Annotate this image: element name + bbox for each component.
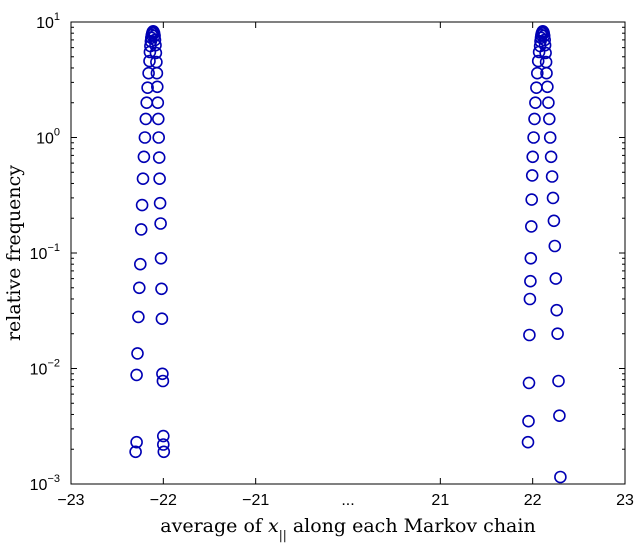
- data-point: [525, 193, 539, 206]
- data-point: [132, 310, 145, 324]
- data-point: [130, 368, 143, 382]
- data-point: [134, 257, 147, 271]
- x-tick-labels: −23 −22 −21... 21 22 23: [57, 492, 634, 509]
- y-tick-label: 10−2: [30, 358, 60, 379]
- x-tick-label: −22: [150, 492, 177, 509]
- data-point: [152, 112, 165, 126]
- data-point: [523, 292, 537, 306]
- data-point: [157, 445, 171, 459]
- data-point: [143, 54, 156, 68]
- data-point: [543, 131, 557, 144]
- data-point: [157, 429, 170, 443]
- x-tick-label: ...: [341, 492, 354, 509]
- data-point: [528, 112, 541, 126]
- data-point: [524, 220, 538, 233]
- data-point: [553, 409, 566, 423]
- data-point: [538, 38, 552, 52]
- data-point: [554, 470, 567, 484]
- data-point: [149, 38, 162, 52]
- data-point: [542, 96, 555, 109]
- data-point: [141, 81, 154, 94]
- data-point: [546, 191, 560, 205]
- data-point: [154, 251, 168, 265]
- data-point: [541, 80, 554, 94]
- data-point: [157, 438, 170, 451]
- data-point: [130, 435, 143, 449]
- data-point: [136, 172, 150, 185]
- data-point: [148, 29, 161, 43]
- data-point: [524, 274, 537, 288]
- data-point: [540, 66, 553, 80]
- x-tick-label: −21: [242, 492, 269, 509]
- data-point: [134, 223, 148, 236]
- data-point: [156, 374, 170, 388]
- data-point: [133, 281, 146, 295]
- y-tick-labels: 101 100 10−1 10−2 10−3: [30, 11, 60, 494]
- data-point: [544, 150, 558, 164]
- data-point: [135, 198, 149, 212]
- data-point: [530, 66, 544, 80]
- y-tick-label: 101: [36, 11, 60, 32]
- data-point: [150, 66, 164, 80]
- data-point: [521, 435, 535, 449]
- x-tick-label: 22: [524, 492, 542, 509]
- data-point: [523, 328, 536, 342]
- data-point: [153, 172, 166, 185]
- data-point: [152, 131, 165, 144]
- x-tick-label: −23: [57, 492, 84, 509]
- data-point: [151, 96, 165, 109]
- data-point: [140, 96, 153, 109]
- x-tick-label: 21: [431, 492, 449, 509]
- axis-ticks: [71, 22, 625, 484]
- data-point: [549, 272, 563, 285]
- data-point: [153, 196, 167, 210]
- data-point: [522, 414, 535, 428]
- data-point: [548, 239, 562, 253]
- data-point: [552, 374, 565, 388]
- data-point: [547, 214, 561, 228]
- data-point: [539, 46, 552, 60]
- data-point: [545, 170, 559, 183]
- data-point: [526, 150, 540, 164]
- y-axis-label: relative frequency: [3, 165, 25, 341]
- x-tick-label: 23: [616, 492, 634, 509]
- data-point: [138, 131, 152, 144]
- data-point: [550, 303, 564, 317]
- data-point: [527, 131, 540, 144]
- data-point: [152, 151, 166, 164]
- data-point: [142, 66, 155, 80]
- data-point: [129, 445, 142, 459]
- data-point: [522, 376, 536, 390]
- data-point: [530, 81, 543, 94]
- y-tick-label: 10−3: [30, 473, 60, 494]
- data-point: [149, 46, 163, 60]
- data-point: [531, 54, 545, 68]
- data-markers: [129, 24, 567, 484]
- data-point: [542, 112, 556, 126]
- data-point: [551, 327, 564, 341]
- data-point: [524, 251, 538, 265]
- data-point: [137, 150, 151, 164]
- data-point: [131, 347, 144, 360]
- data-point: [148, 33, 162, 47]
- data-point: [538, 33, 552, 47]
- data-point: [525, 169, 539, 182]
- data-point: [156, 367, 169, 381]
- data-point: [154, 217, 167, 230]
- data-point: [155, 312, 169, 326]
- data-point: [537, 29, 551, 43]
- y-tick-label: 10−1: [30, 242, 60, 263]
- data-point: [139, 112, 153, 126]
- data-point: [155, 282, 168, 296]
- x-axis-label: average of x|| along each Markov chain: [160, 515, 535, 542]
- data-point: [529, 96, 542, 109]
- data-point: [151, 80, 164, 94]
- y-tick-label: 100: [36, 127, 60, 148]
